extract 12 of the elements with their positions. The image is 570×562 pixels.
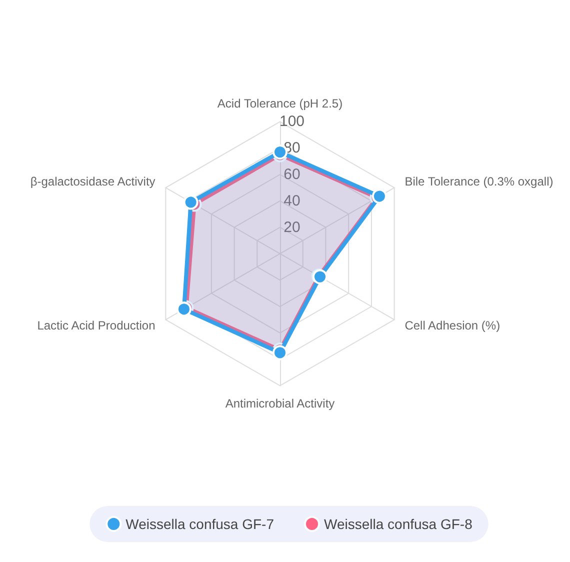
y-tick-label: 40 [284, 192, 300, 210]
legend-label: Weissella confusa GF-7 [126, 516, 274, 532]
spoke-label: β-galactosidase Activity [30, 174, 156, 189]
y-tick-label: 60 [284, 166, 300, 183]
spoke-label: Cell Adhesion (%) [404, 318, 500, 333]
spoke-label: Bile Tolerance (0.3% oxgall) [404, 174, 554, 189]
legend-label: Weissella confusa GF-8 [324, 516, 473, 532]
spoke-label: Acid Tolerance (pH 2.5) [217, 96, 343, 111]
y-tick-label: 100 [279, 113, 305, 130]
spoke-label: Antimicrobial Activity [225, 396, 335, 411]
y-tick-label: 20 [284, 218, 300, 236]
spoke-label: Lactic Acid Production [37, 318, 156, 333]
